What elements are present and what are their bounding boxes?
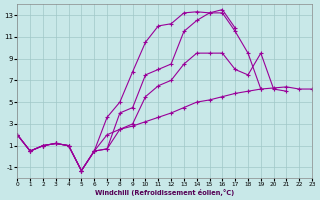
X-axis label: Windchill (Refroidissement éolien,°C): Windchill (Refroidissement éolien,°C) [95,189,234,196]
